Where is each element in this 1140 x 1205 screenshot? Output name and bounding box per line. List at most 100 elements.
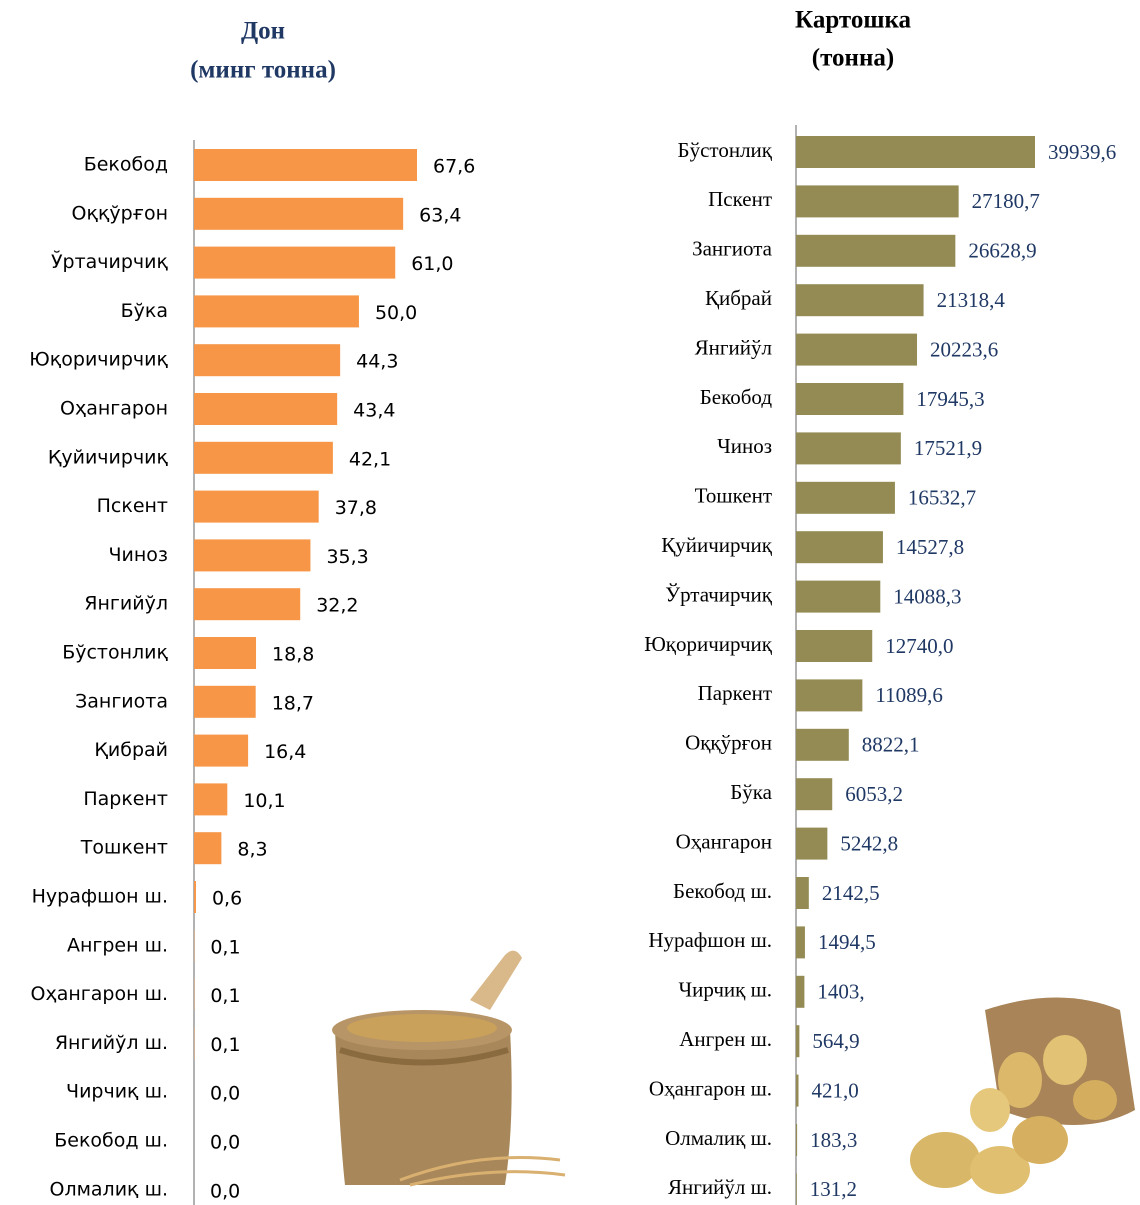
value-label: 43,4: [353, 400, 395, 422]
category-label: Бўстонлиқ: [62, 642, 168, 664]
value-label: 50,0: [375, 302, 417, 324]
value-label: 16,4: [264, 741, 306, 763]
bar: [796, 284, 924, 316]
chart-title: Картошка: [795, 7, 911, 34]
category-label: Қибрай: [94, 739, 168, 761]
bar: [194, 686, 256, 718]
category-label: Зангиота: [692, 237, 773, 261]
bar: [796, 778, 832, 810]
bar: [194, 344, 340, 376]
bar: [194, 442, 333, 474]
bar: [194, 491, 319, 523]
value-label: 0,0: [210, 1083, 240, 1105]
category-label: Янгийўл ш.: [55, 1032, 168, 1054]
value-label: 0,0: [210, 1180, 240, 1202]
category-label: Тошкент: [80, 837, 168, 859]
value-label: 42,1: [349, 448, 391, 470]
value-label: 14527,8: [896, 535, 964, 559]
category-label: Бекобод: [700, 385, 773, 409]
category-label: Қуйичирчиқ: [661, 533, 773, 557]
category-label: Паркент: [698, 681, 772, 705]
bar: [194, 539, 310, 571]
bar: [796, 334, 917, 366]
bar: [194, 295, 359, 327]
bar: [796, 432, 901, 464]
category-label: Паркент: [83, 788, 168, 810]
category-label: Ангрен ш.: [67, 934, 168, 956]
category-label: Бекобод: [84, 154, 168, 176]
category-label: Бекобод ш.: [54, 1130, 168, 1152]
value-label: 131,2: [810, 1177, 857, 1201]
category-label: Олмалиқ ш.: [49, 1178, 168, 1200]
bar: [796, 482, 895, 514]
category-label: Янгийўл ш.: [668, 1175, 772, 1199]
value-label: 67,6: [433, 156, 475, 178]
bar: [194, 198, 403, 230]
bar: [194, 247, 395, 279]
bar: [796, 1173, 797, 1205]
category-label: Чиноз: [108, 544, 168, 566]
category-label: Оҳангарон: [60, 398, 168, 420]
value-label: 17945,3: [916, 387, 984, 411]
value-label: 39939,6: [1048, 140, 1116, 164]
category-label: Чирчиқ ш.: [678, 978, 772, 1002]
value-label: 32,2: [316, 595, 358, 617]
bar: [194, 783, 227, 815]
bar: [796, 630, 872, 662]
value-label: 18,7: [272, 692, 314, 714]
bar: [796, 185, 959, 217]
bar: [796, 531, 883, 563]
category-label: Зангиота: [75, 690, 168, 712]
value-label: 17521,9: [914, 436, 982, 460]
bar: [194, 637, 256, 669]
category-label: Ўртачирчиқ: [665, 582, 773, 606]
value-label: 20223,6: [930, 337, 998, 361]
value-label: 0,1: [210, 985, 240, 1007]
value-label: 421,0: [812, 1078, 859, 1102]
bar: [194, 588, 300, 620]
bar: [796, 136, 1035, 168]
value-label: 1494,5: [818, 930, 876, 954]
category-label: Нурафшон ш.: [32, 886, 168, 908]
category-label: Бўка: [730, 780, 772, 804]
category-label: Олмалиқ ш.: [665, 1126, 772, 1150]
value-label: 183,3: [810, 1128, 857, 1152]
value-label: 44,3: [356, 351, 398, 373]
category-label: Ўртачирчиқ: [51, 250, 169, 273]
value-label: 8822,1: [862, 733, 920, 757]
value-label: 11089,6: [875, 683, 942, 707]
chart-subtitle: (минг тонна): [190, 57, 336, 84]
potato-sack-image: [910, 998, 1135, 1195]
bar: [796, 926, 805, 958]
value-label: 564,9: [812, 1029, 859, 1053]
value-label: 16532,7: [908, 486, 976, 510]
category-label: Янгийўл: [84, 593, 168, 615]
bar: [194, 832, 221, 864]
bar: [796, 679, 862, 711]
category-label: Бекобод ш.: [673, 879, 772, 903]
value-label: 1403,: [817, 980, 864, 1004]
category-label: Чиноз: [717, 434, 772, 458]
value-label: 26628,9: [968, 239, 1036, 263]
category-label: Янгийўл: [695, 335, 772, 359]
bar: [796, 235, 955, 267]
bar: [796, 729, 849, 761]
category-label: Бўстонлиқ: [678, 138, 773, 162]
value-label: 8,3: [237, 839, 267, 861]
category-label: Чирчиқ ш.: [66, 1081, 168, 1103]
bar: [796, 1025, 799, 1057]
value-label: 37,8: [335, 497, 377, 519]
value-label: 5242,8: [840, 831, 898, 855]
value-label: 35,3: [326, 546, 368, 568]
category-label: Оққўрғон: [685, 731, 772, 755]
bar: [796, 383, 903, 415]
bar: [796, 1124, 797, 1156]
value-label: 27180,7: [972, 189, 1040, 213]
value-label: 10,1: [243, 790, 285, 812]
bar: [194, 393, 337, 425]
category-label: Қуйичирчиқ: [48, 446, 169, 468]
category-label: Оҳангарон ш.: [649, 1076, 772, 1100]
category-label: Оҳангарон: [676, 829, 772, 853]
bar: [796, 581, 880, 613]
value-label: 2142,5: [822, 881, 880, 905]
